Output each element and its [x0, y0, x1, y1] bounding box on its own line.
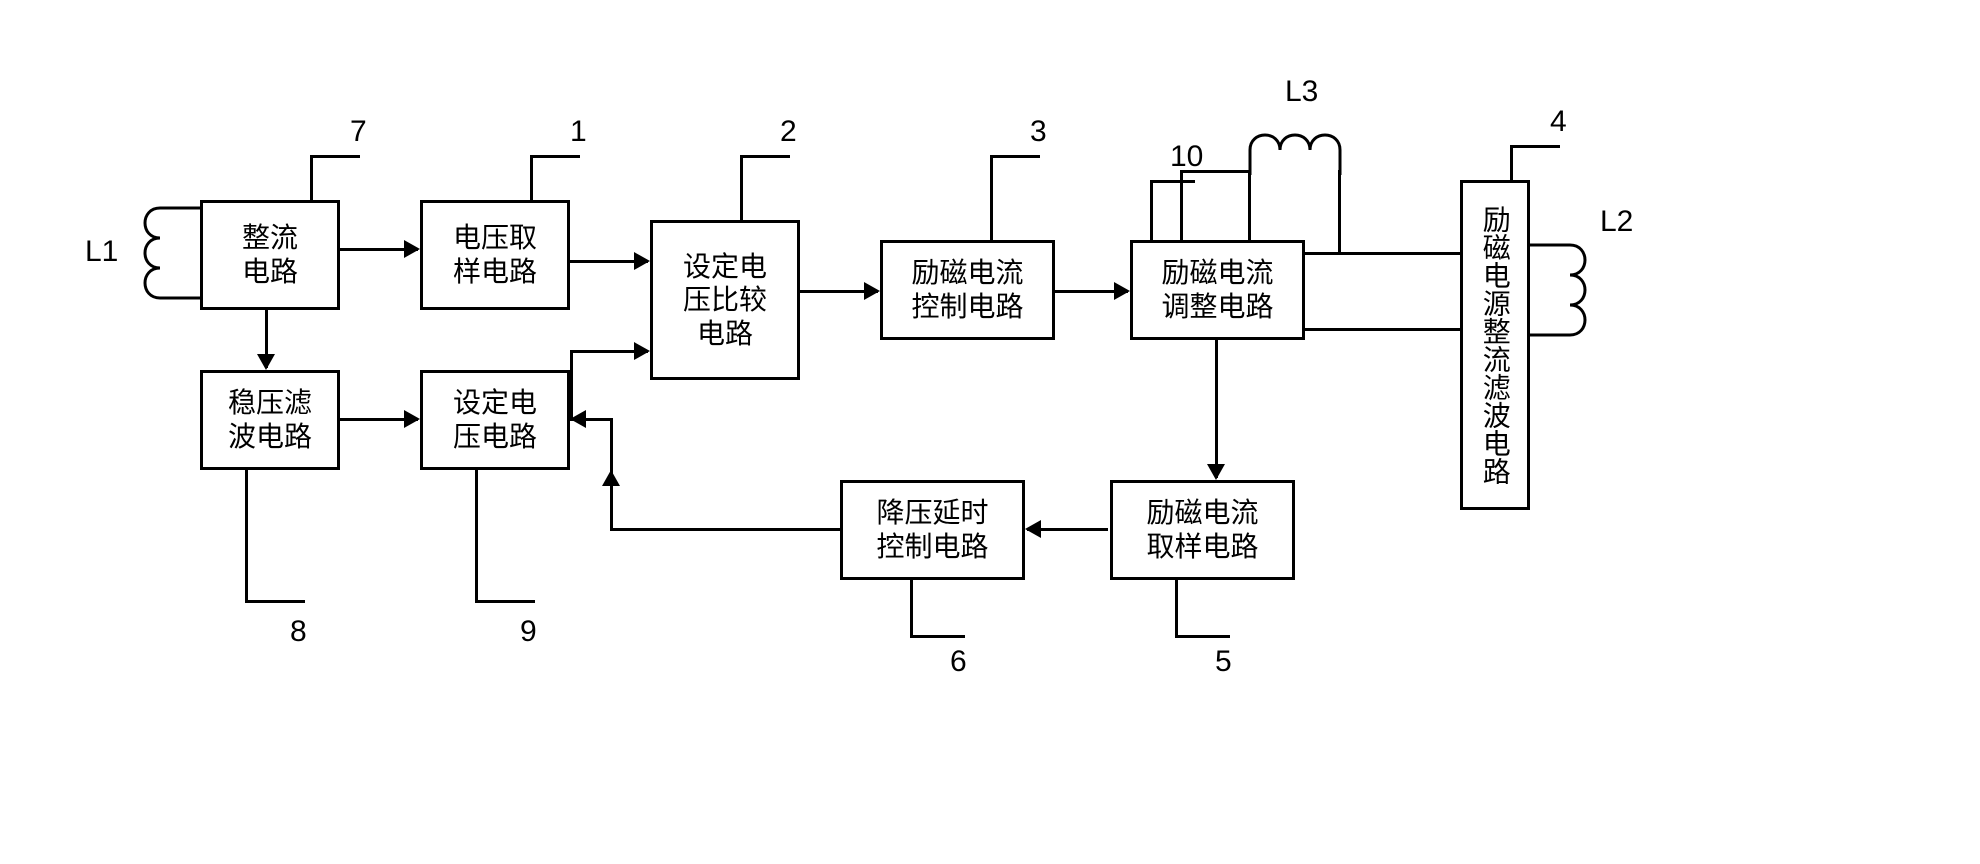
block-voltage-stabilize-filter: 稳压滤 波电路 — [200, 370, 340, 470]
label-l3: L3 — [1285, 75, 1318, 109]
connector-line — [1305, 252, 1465, 255]
connector-line — [610, 528, 840, 531]
arrow — [570, 350, 648, 353]
number-label: 3 — [1030, 115, 1047, 149]
arrow — [570, 260, 648, 263]
block-label: 励磁电流 取样电路 — [1146, 496, 1258, 563]
number-label: 1 — [570, 115, 587, 149]
coil-l3 — [1240, 115, 1360, 195]
number-label: 7 — [350, 115, 367, 149]
connector-line — [610, 418, 613, 473]
number-label: 9 — [520, 615, 537, 649]
block-label: 设定电 压电路 — [453, 386, 537, 453]
block-excitation-rectifier-filter: 励磁电源整流滤波电路 — [1460, 180, 1530, 510]
block-rectifier: 整流 电路 — [200, 200, 340, 310]
block-label: 励磁电流 控制电路 — [911, 256, 1023, 323]
block-voltage-sample: 电压取 样电路 — [420, 200, 570, 310]
coil-l1 — [120, 198, 200, 312]
block-label: 电压取 样电路 — [453, 221, 537, 288]
connector-line — [1305, 328, 1463, 331]
block-set-voltage: 设定电 压电路 — [420, 370, 570, 470]
number-label: 5 — [1215, 645, 1232, 679]
number-label: 8 — [290, 615, 307, 649]
number-label: 4 — [1550, 105, 1567, 139]
label-l1: L1 — [85, 235, 118, 269]
block-voltage-compare: 设定电 压比较 电路 — [650, 220, 800, 380]
arrow — [572, 418, 612, 421]
coil-l2 — [1530, 235, 1610, 349]
arrow — [340, 248, 418, 251]
connector-line — [1248, 170, 1251, 240]
arrow — [265, 310, 268, 368]
number-label: 10 — [1170, 140, 1203, 174]
number-label: 6 — [950, 645, 967, 679]
block-label: 降压延时 控制电路 — [876, 496, 988, 563]
block-label: 稳压滤 波电路 — [228, 386, 312, 453]
connector-line — [1338, 170, 1341, 255]
circuit-block-diagram: L1 整流 电路 电压取 样电路 设定电 压比较 电路 励磁电流 控制电路 励磁… — [140, 80, 1840, 780]
block-excitation-control: 励磁电流 控制电路 — [880, 240, 1055, 340]
block-label: 整流 电路 — [242, 221, 298, 288]
arrow — [1027, 528, 1108, 531]
block-buck-delay-control: 降压延时 控制电路 — [840, 480, 1025, 580]
arrow — [340, 418, 418, 421]
arrow — [1215, 340, 1218, 478]
block-label: 励磁电流 调整电路 — [1161, 256, 1273, 323]
arrow — [610, 472, 613, 530]
block-excitation-sample: 励磁电流 取样电路 — [1110, 480, 1295, 580]
number-label: 2 — [780, 115, 797, 149]
arrow — [800, 290, 878, 293]
block-excitation-adjust: 励磁电流 调整电路 — [1130, 240, 1305, 340]
block-label: 励磁电源整流滤波电路 — [1478, 205, 1512, 485]
label-l2: L2 — [1600, 205, 1633, 239]
arrow — [1055, 290, 1128, 293]
block-label: 设定电 压比较 电路 — [683, 250, 767, 351]
